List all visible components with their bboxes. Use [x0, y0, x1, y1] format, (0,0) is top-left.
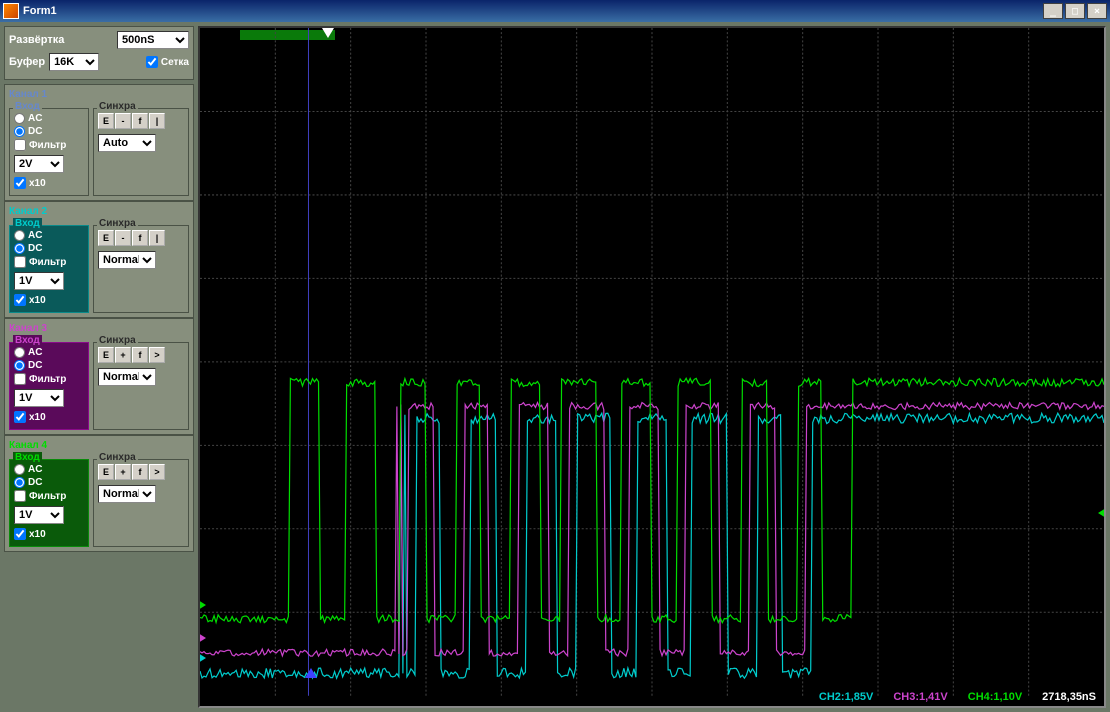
ac-radio[interactable]: AC	[14, 464, 84, 475]
grid-checkbox[interactable]: Сетка	[146, 56, 189, 68]
channel-input-group: Вход AC DC Фильтр 1V x10	[9, 459, 89, 547]
sync-mode-select[interactable]: Auto	[98, 134, 156, 152]
dc-radio[interactable]: DC	[14, 360, 84, 371]
status-ch3: CH3:1,41V	[887, 690, 953, 704]
channel-title: Канал 1	[9, 89, 189, 100]
trigger-marker-icon	[198, 653, 206, 663]
sync-btn->[interactable]: >	[149, 464, 165, 480]
trigger-marker-icon	[1098, 508, 1106, 518]
sync-btn-E[interactable]: E	[98, 347, 114, 363]
title-bar: Form1 _ □ ×	[0, 0, 1110, 22]
sync-btn-f[interactable]: f	[132, 347, 148, 363]
sync-btn-+[interactable]: +	[115, 347, 131, 363]
sweep-panel: Развёртка 500nS Буфер 16K Сетка	[4, 26, 194, 80]
dc-radio[interactable]: DC	[14, 126, 84, 137]
channel-panel-3: Канал 3 Вход AC DC Фильтр 1V x10 Синхра …	[4, 318, 194, 435]
channel-input-group: Вход AC DC Фильтр 2V x10	[9, 108, 89, 196]
sync-btn-E[interactable]: E	[98, 113, 114, 129]
dc-radio[interactable]: DC	[14, 243, 84, 254]
sync-legend: Синхра	[97, 101, 138, 112]
sync-legend: Синхра	[97, 335, 138, 346]
filter-checkbox[interactable]: Фильтр	[14, 256, 84, 268]
window-title: Form1	[23, 5, 57, 17]
channel-sync-group: Синхра E-f| Normal	[93, 225, 189, 313]
status-ch4: CH4:1,10V	[962, 690, 1028, 704]
sync-btn-f[interactable]: f	[132, 113, 148, 129]
minimize-button[interactable]: _	[1043, 3, 1063, 19]
trigger-marker-icon	[198, 600, 206, 610]
channel-title: Канал 4	[9, 440, 189, 451]
sync-btn-|[interactable]: |	[149, 230, 165, 246]
sync-mode-select[interactable]: Normal	[98, 485, 156, 503]
sync-legend: Синхра	[97, 218, 138, 229]
dc-radio[interactable]: DC	[14, 477, 84, 488]
channel-title: Канал 2	[9, 206, 189, 217]
sweep-label: Развёртка	[9, 34, 64, 46]
buffer-label: Буфер	[9, 56, 45, 68]
close-button[interactable]: ×	[1087, 3, 1107, 19]
sync-legend: Синхра	[97, 452, 138, 463]
sync-btn-E[interactable]: E	[98, 230, 114, 246]
input-legend: Вход	[13, 218, 42, 229]
sync-btn--[interactable]: -	[115, 230, 131, 246]
time-cursor-marker-icon	[305, 668, 317, 678]
filter-checkbox[interactable]: Фильтр	[14, 490, 84, 502]
ac-radio[interactable]: AC	[14, 230, 84, 241]
sync-btn-|[interactable]: |	[149, 113, 165, 129]
channel-sync-group: Синхра E-f| Auto	[93, 108, 189, 196]
channel-input-group: Вход AC DC Фильтр 1V x10	[9, 225, 89, 313]
x10-checkbox[interactable]: x10	[14, 294, 84, 306]
x10-checkbox[interactable]: x10	[14, 411, 84, 423]
voltdiv-select[interactable]: 1V	[14, 506, 64, 524]
sync-mode-select[interactable]: Normal	[98, 251, 156, 269]
app-icon	[3, 3, 19, 19]
buffer-select[interactable]: 16K	[49, 53, 99, 71]
status-bar: CH2:1,85V CH3:1,41V CH4:1,10V 2718,35nS	[813, 690, 1102, 704]
channel-panel-1: Канал 1 Вход AC DC Фильтр 2V x10 Синхра …	[4, 84, 194, 201]
filter-checkbox[interactable]: Фильтр	[14, 373, 84, 385]
input-legend: Вход	[13, 101, 42, 112]
ac-radio[interactable]: AC	[14, 347, 84, 358]
x10-checkbox[interactable]: x10	[14, 177, 84, 189]
oscilloscope-display[interactable]: CH2:1,85V CH3:1,41V CH4:1,10V 2718,35nS	[198, 26, 1106, 708]
sweep-select[interactable]: 500nS	[117, 31, 189, 49]
maximize-button[interactable]: □	[1065, 3, 1085, 19]
channel-panel-2: Канал 2 Вход AC DC Фильтр 1V x10 Синхра …	[4, 201, 194, 318]
channel-input-group: Вход AC DC Фильтр 1V x10	[9, 342, 89, 430]
input-legend: Вход	[13, 452, 42, 463]
sync-btn->[interactable]: >	[149, 347, 165, 363]
voltdiv-select[interactable]: 1V	[14, 272, 64, 290]
sidebar: Развёртка 500nS Буфер 16K Сетка Канал 1 …	[4, 26, 194, 708]
voltdiv-select[interactable]: 1V	[14, 389, 64, 407]
channel-panel-4: Канал 4 Вход AC DC Фильтр 1V x10 Синхра …	[4, 435, 194, 552]
ac-radio[interactable]: AC	[14, 113, 84, 124]
filter-checkbox[interactable]: Фильтр	[14, 139, 84, 151]
channel-title: Канал 3	[9, 323, 189, 334]
x10-checkbox[interactable]: x10	[14, 528, 84, 540]
sync-btn-+[interactable]: +	[115, 464, 131, 480]
sync-btn-f[interactable]: f	[132, 464, 148, 480]
sync-btn-E[interactable]: E	[98, 464, 114, 480]
input-legend: Вход	[13, 335, 42, 346]
sync-btn--[interactable]: -	[115, 113, 131, 129]
voltdiv-select[interactable]: 2V	[14, 155, 64, 173]
sync-btn-f[interactable]: f	[132, 230, 148, 246]
channel-sync-group: Синхра E+f> Normal	[93, 342, 189, 430]
status-ch2: CH2:1,85V	[813, 690, 879, 704]
sync-mode-select[interactable]: Normal	[98, 368, 156, 386]
status-time: 2718,35nS	[1036, 690, 1102, 704]
channel-sync-group: Синхра E+f> Normal	[93, 459, 189, 547]
trigger-marker-icon	[198, 633, 206, 643]
